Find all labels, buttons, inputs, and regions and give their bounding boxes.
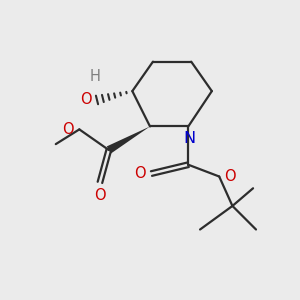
Text: H: H: [90, 69, 101, 84]
Text: O: O: [134, 166, 146, 181]
Text: O: O: [224, 169, 236, 184]
Text: O: O: [94, 188, 106, 203]
Polygon shape: [107, 126, 150, 154]
Text: N: N: [184, 131, 196, 146]
Text: O: O: [62, 122, 74, 137]
Text: O: O: [80, 92, 92, 107]
